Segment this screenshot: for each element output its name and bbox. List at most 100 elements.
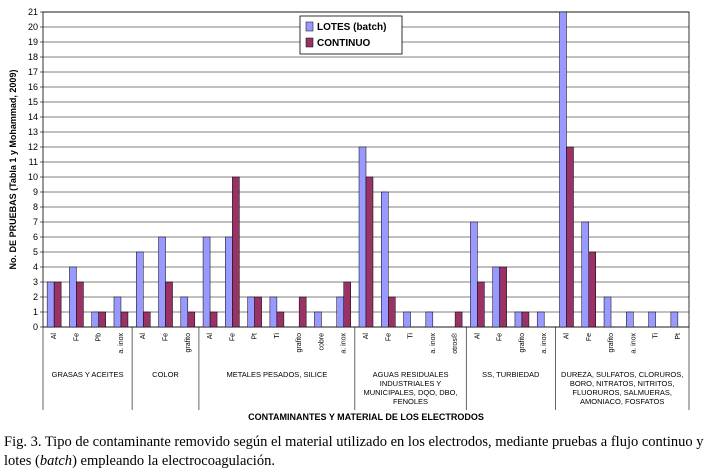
bar-continuo (187, 311, 196, 328)
y-tick-label: 2 (33, 292, 38, 302)
bar-continuo (388, 296, 396, 328)
bar-lotes (670, 311, 679, 328)
legend-swatch (305, 21, 314, 32)
bar-continuo (477, 281, 485, 328)
bar-lotes (180, 296, 189, 328)
bar-lotes (135, 251, 144, 328)
bar-continuo (53, 281, 62, 328)
bar-lotes (648, 311, 656, 328)
bar-lotes (381, 191, 389, 328)
bar-lotes (46, 281, 55, 328)
category-label: Al (363, 333, 370, 340)
y-tick-label: 11 (29, 157, 38, 167)
y-tick-label: 7 (33, 217, 38, 227)
y-tick-label: 15 (28, 97, 38, 107)
category-label: Al (563, 333, 570, 340)
bar-continuo (165, 281, 173, 328)
category-label: grafito (608, 333, 615, 353)
bar-continuo (76, 281, 84, 328)
bar-continuo (343, 281, 351, 328)
bar-continuo (588, 251, 597, 328)
caption-italic: batch (39, 453, 73, 469)
category-label: a. inox (630, 333, 637, 354)
y-tick-label: 17 (28, 67, 38, 77)
y-tick-label: 10 (28, 172, 38, 182)
category-label: Fe (586, 333, 593, 341)
bar-lotes (336, 296, 344, 328)
group-label-line: GRASAS Y ACEITES (52, 370, 124, 379)
y-tick-label: 4 (33, 262, 38, 272)
bar-lotes (269, 296, 278, 328)
group-label: SS, TURBIEDAD (482, 370, 540, 379)
bar-continuo (521, 311, 530, 328)
category-label: Pt (675, 333, 682, 340)
category-label: grafito (185, 333, 192, 353)
category-label: Al (207, 333, 214, 340)
category-label: Al (474, 333, 481, 340)
bar-lotes (559, 11, 567, 328)
group-label-line: SS, TURBIEDAD (482, 370, 540, 379)
bar-continuo (142, 311, 151, 328)
group-label-line: AMONIACO, FOSFATOS (580, 397, 664, 406)
category-label: Fe (229, 333, 236, 341)
bar-continuo (499, 266, 507, 328)
group-label: DUREZA, SULFATOS, CLORUROS, BORO, NITRATO… (561, 370, 683, 406)
bar-continuo (566, 146, 574, 328)
group-label: AGUAS RESIDUALES INDUSTRIALES Y MUNICIPALE… (364, 370, 458, 406)
bar-lotes (626, 311, 634, 328)
category-label: otros® (451, 332, 459, 354)
bar-continuo (98, 311, 106, 328)
category-label: grafito (519, 333, 526, 353)
category-label: Fe (385, 333, 392, 341)
bar-lotes (470, 221, 478, 328)
y-tick-label: 9 (33, 187, 38, 197)
bar-continuo (232, 176, 240, 328)
bar-continuo (365, 176, 374, 328)
bar-lotes (536, 311, 545, 328)
y-tick-label: 16 (28, 82, 38, 92)
category-label: a. inox (118, 333, 125, 354)
bar-lotes (514, 311, 523, 328)
caption-prefix: Fig. 3. Tipo de contaminante removido se… (4, 434, 704, 469)
category-label: grafito (296, 333, 303, 353)
group-label-line: INDUSTRIALES Y (380, 379, 442, 388)
bar-lotes (581, 221, 590, 328)
category-label: Al (51, 333, 58, 340)
group-label-line: MUNICIPALES, DQO, DBO, (364, 388, 458, 397)
y-tick-label: 14 (28, 112, 38, 122)
y-tick-label: 20 (28, 22, 38, 32)
bar-continuo (276, 311, 285, 328)
y-tick-label: 18 (28, 52, 38, 62)
category-label: Pt (252, 333, 259, 340)
y-tick-label: 0 (33, 322, 38, 332)
group-label-line: FLUORUROS, SALMUERAS, (572, 388, 672, 397)
bar-continuo (454, 311, 463, 328)
bar-lotes (425, 311, 434, 328)
bar-lotes (358, 146, 367, 328)
bar-continuo (298, 296, 307, 328)
bar-lotes (69, 266, 77, 328)
group-label: COLOR (152, 370, 179, 379)
bar-lotes (202, 236, 211, 328)
category-label: Ti (274, 333, 281, 339)
y-tick-label: 19 (28, 37, 38, 47)
bar-lotes (225, 236, 233, 328)
category-label: Pb (96, 333, 103, 342)
bar-continuo (209, 311, 218, 328)
bars (46, 11, 679, 328)
category-label: cobre (318, 333, 325, 351)
legend: LOTES (batch) CONTINUO (299, 15, 403, 55)
category-label: Fe (497, 333, 504, 341)
bar-lotes (603, 296, 612, 328)
y-tick-label: 1 (33, 307, 38, 317)
legend-label: CONTINUO (317, 38, 371, 49)
y-tick-label: 8 (33, 202, 38, 212)
category-label: Fe (73, 333, 80, 341)
group-label-line: FENOLES (393, 397, 428, 406)
figure-caption: Fig. 3. Tipo de contaminante removido se… (4, 433, 704, 471)
group-label-line: DUREZA, SULFATOS, CLORUROS, (561, 370, 683, 379)
y-tick-label: 6 (33, 232, 38, 242)
bar-lotes (403, 311, 411, 328)
